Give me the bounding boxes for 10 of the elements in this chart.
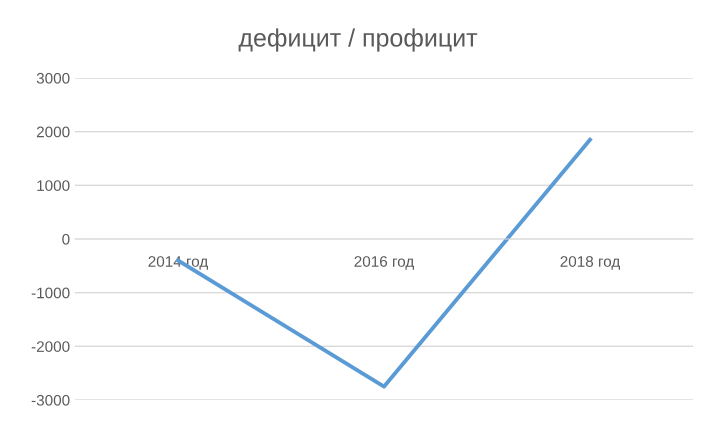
y-tick-label: 3000	[36, 72, 70, 84]
y-tick-label: -2000	[32, 341, 70, 352]
y-tick-label: 0	[62, 234, 70, 245]
y-tick-label: -1000	[32, 288, 70, 298]
y-tick-label: 1000	[37, 180, 70, 192]
y-tick-label: 2000	[36, 126, 70, 138]
x-tick-label: 2018 год	[560, 256, 620, 270]
x-tick-label: 2016 год	[354, 256, 414, 270]
chart-title: дефицит / профицит	[238, 28, 478, 52]
y-tick-label: -3000	[32, 394, 70, 406]
